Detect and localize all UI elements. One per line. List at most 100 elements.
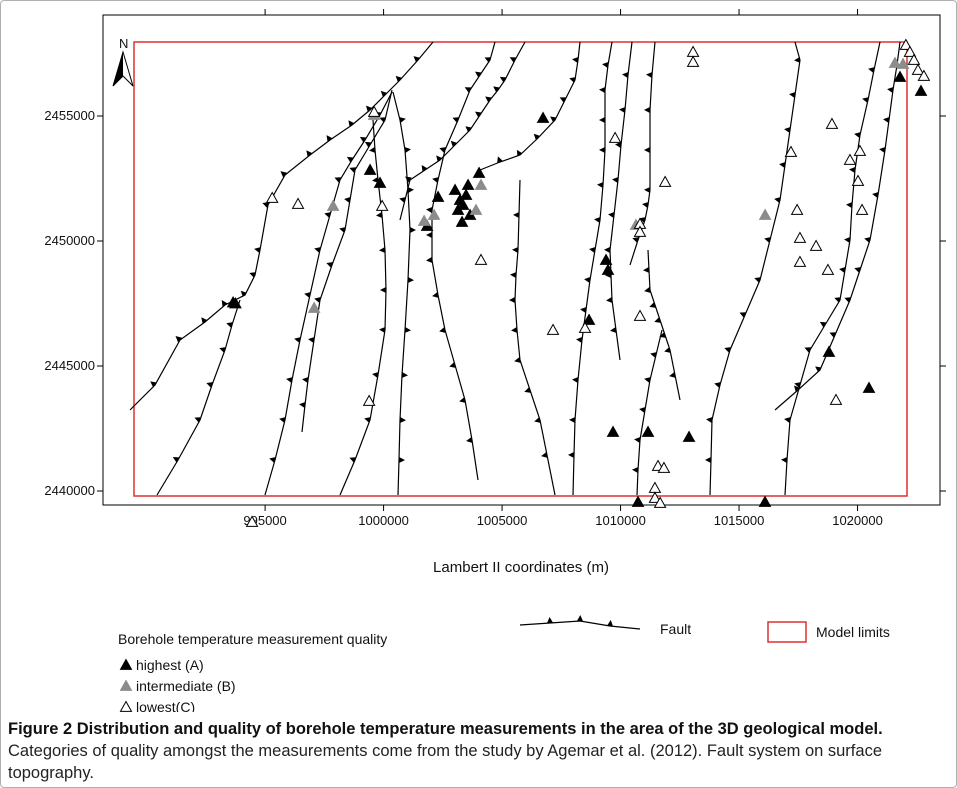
- borehole-point: [633, 309, 647, 321]
- fault-legend-label: Fault: [660, 621, 691, 637]
- borehole-point: [375, 199, 389, 211]
- borehole-point: [793, 231, 807, 243]
- borehole-point: [648, 481, 662, 493]
- borehole-point: [608, 131, 622, 143]
- borehole-point: [907, 53, 921, 65]
- x-tick-label: 1000000: [358, 513, 409, 528]
- borehole-point: [448, 183, 462, 195]
- borehole-point: [373, 176, 387, 188]
- faults: [129, 41, 901, 496]
- borehole-point: [825, 117, 839, 129]
- borehole-point: [582, 313, 596, 325]
- caption: Figure 2 Distribution and quality of bor…: [8, 718, 948, 784]
- legend-label: lowest(C): [136, 699, 195, 712]
- fault-legend-line: [519, 615, 641, 630]
- borehole-point: [307, 301, 321, 313]
- x-tick-label: 1015000: [714, 513, 765, 528]
- borehole-point: [784, 145, 798, 157]
- borehole-point: [459, 188, 473, 200]
- borehole-point: [265, 191, 279, 203]
- borehole-point: [474, 253, 488, 265]
- borehole-point: [758, 495, 772, 507]
- model-limits-label: Model limits: [816, 624, 890, 640]
- borehole-point: [461, 178, 475, 190]
- model-limits: [133, 41, 908, 497]
- legend-label: highest (A): [136, 657, 204, 673]
- borehole-point: [822, 345, 836, 357]
- borehole-point: [843, 153, 857, 165]
- x-tick-label: 1020000: [832, 513, 883, 528]
- y-tick-label: 2440000: [44, 483, 95, 498]
- borehole-point: [455, 215, 469, 227]
- x-axis-label: Lambert II coordinates (m): [433, 559, 609, 576]
- borehole-point: [793, 255, 807, 267]
- borehole-point: [851, 174, 865, 186]
- borehole-point: [899, 38, 913, 50]
- borehole-point: [893, 70, 907, 82]
- borehole-point: [546, 323, 560, 335]
- borehole-point: [853, 144, 867, 156]
- borehole-point: [427, 208, 441, 220]
- borehole-point: [658, 175, 672, 187]
- legend-symbol: [119, 658, 133, 670]
- borehole-point: [862, 381, 876, 393]
- y-tick-label: 2445000: [44, 358, 95, 373]
- borehole-point: [903, 45, 917, 57]
- borehole-point: [245, 515, 259, 527]
- borehole-point: [855, 203, 869, 215]
- borehole-point: [363, 163, 377, 175]
- borehole-point: [599, 253, 613, 265]
- map: N Lambert II coordinates (m) Borehole te…: [44, 9, 946, 712]
- borehole-point: [829, 393, 843, 405]
- legend-symbol: [119, 700, 133, 712]
- caption-text: Categories of quality amongst the measur…: [8, 742, 882, 782]
- borehole-point: [917, 69, 931, 81]
- borehole-point: [417, 214, 431, 226]
- borehole-point: [431, 190, 445, 202]
- x-tick-label: 1010000: [595, 513, 646, 528]
- legend-title: Borehole temperature measurement quality: [118, 631, 387, 647]
- legend-symbol: [119, 679, 133, 691]
- y-tick-label: 2455000: [44, 108, 95, 123]
- borehole-point: [472, 166, 486, 178]
- x-tick-label: 1005000: [477, 513, 528, 528]
- north-label: N: [119, 36, 128, 51]
- borehole-point: [631, 495, 645, 507]
- borehole-point: [451, 203, 465, 215]
- borehole-point: [641, 425, 655, 437]
- borehole-point: [578, 321, 592, 333]
- borehole-point: [686, 45, 700, 57]
- borehole-point: [367, 105, 381, 117]
- borehole-point: [790, 203, 804, 215]
- borehole-point: [536, 111, 550, 123]
- borehole-point: [469, 203, 483, 215]
- north-arrow: N: [112, 36, 134, 87]
- borehole-point: [291, 197, 305, 209]
- borehole-point: [474, 178, 488, 190]
- borehole-point: [821, 263, 835, 275]
- borehole-point: [653, 496, 667, 508]
- borehole-point: [911, 63, 925, 75]
- plot-frame: [102, 14, 941, 506]
- borehole-point: [657, 461, 671, 473]
- borehole-point: [362, 394, 376, 406]
- caption-title: Figure 2 Distribution and quality of bor…: [8, 720, 883, 738]
- legend-label: intermediate (B): [136, 678, 236, 694]
- borehole-point: [456, 198, 470, 210]
- borehole-point: [606, 425, 620, 437]
- borehole-point: [601, 263, 615, 275]
- borehole-point: [686, 55, 700, 67]
- borehole-point: [888, 56, 902, 68]
- borehole-point: [648, 491, 662, 503]
- borehole-point: [914, 84, 928, 96]
- borehole-point: [326, 199, 340, 211]
- borehole-point: [809, 239, 823, 251]
- model-limits-key: [767, 621, 807, 643]
- borehole-point: [682, 430, 696, 442]
- borehole-point: [229, 296, 242, 309]
- borehole-point: [758, 208, 772, 220]
- borehole-point: [896, 57, 910, 69]
- y-tick-label: 2450000: [44, 233, 95, 248]
- borehole-point: [633, 225, 647, 237]
